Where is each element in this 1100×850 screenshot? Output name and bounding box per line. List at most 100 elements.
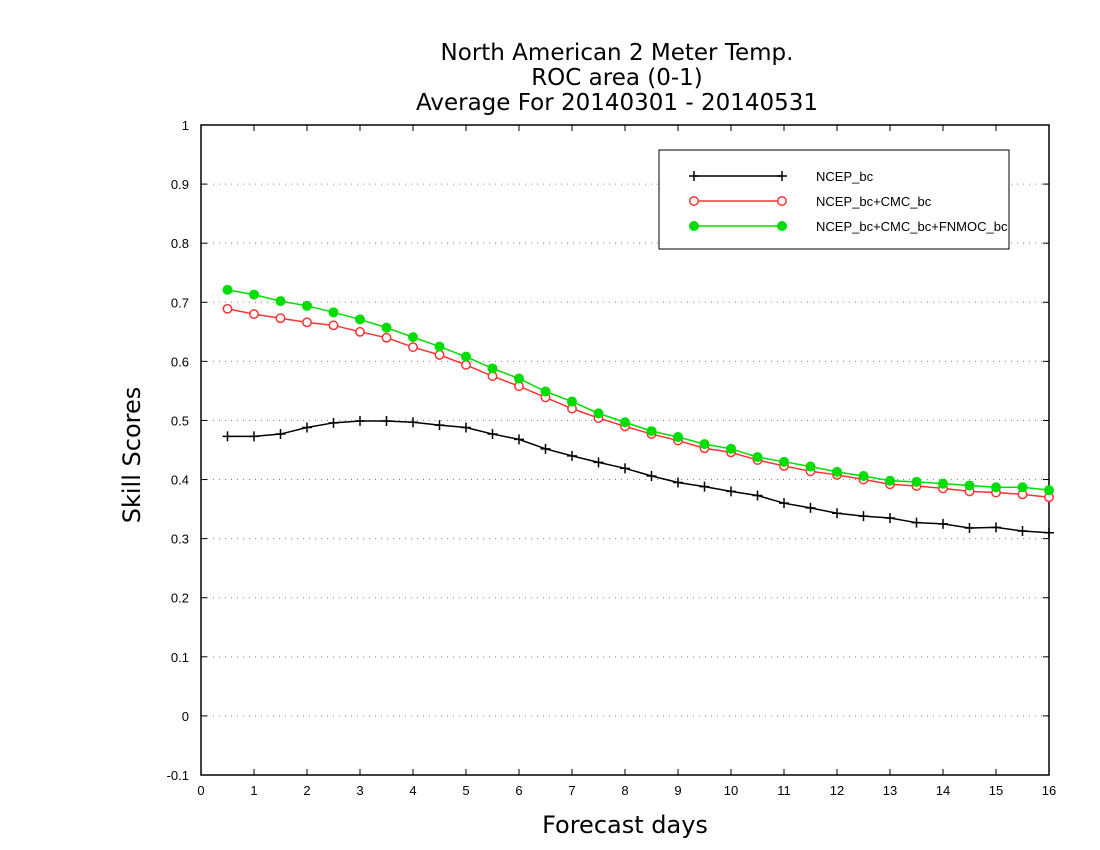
series-line [227,420,1050,534]
data-point [514,434,524,445]
data-point [461,351,471,362]
x-tick-label: 0 [197,783,204,798]
chart-title-line: ROC area (0-1) [531,65,703,91]
data-point [832,508,842,519]
data-point [1017,482,1028,493]
x-tick-label: 9 [674,783,681,798]
y-axis-label: Skill Scores [118,387,146,524]
data-point [805,502,816,513]
data-point [434,341,445,352]
data-point [328,320,339,331]
data-point [408,332,418,343]
data-point [355,326,365,337]
data-point [911,476,922,487]
data-point [858,511,869,522]
data-point [249,309,259,320]
data-point [885,475,895,486]
data-point [540,386,551,397]
data-point [620,417,630,428]
data-point [646,471,657,481]
x-tick-label: 8 [621,783,628,798]
data-point [938,518,948,529]
y-tick-label: 0.4 [171,473,189,488]
y-tick-label: 1 [182,118,189,133]
x-tick-label: 2 [303,783,310,798]
data-point [434,420,445,431]
legend-item: NCEP_bc+CMC_bc [689,194,932,209]
data-point [408,417,418,428]
chart-title: North American 2 Meter Temp.ROC area (0-… [416,40,818,116]
data-point [434,349,445,360]
y-tick-label: 0.3 [171,532,189,547]
x-tick-label: 1 [250,783,257,798]
x-tick-label: 3 [356,783,363,798]
x-tick-label: 14 [936,783,950,798]
x-axis: 0 1 2 3 4 5 6 7 8 9 10 11 12 13 14 15 16 [197,125,1056,798]
x-tick-label: 4 [409,783,416,798]
x-tick-label: 15 [989,783,1003,798]
data-point [487,363,498,374]
legend-marker [689,171,699,181]
legend-marker [777,196,787,206]
data-point [726,486,736,497]
data-point [699,481,710,492]
data-point [222,284,233,295]
data-point [726,443,736,454]
y-tick-label: 0.5 [171,413,189,428]
y-axis: -0.1 0 0.1 0.2 0.3 0.4 0.5 0.6 0.7 0.8 0.9 1 [167,118,1049,783]
data-point [991,482,1001,493]
series-3 [222,284,1054,496]
data-point [540,443,551,454]
series [222,284,1054,538]
data-point [567,450,577,461]
y-tick-label: 0.1 [171,650,189,665]
series-line [227,308,1050,499]
data-point [593,457,604,468]
data-point [408,342,418,353]
data-point [222,303,233,314]
data-point [646,426,657,437]
data-point [355,416,365,427]
data-point [964,480,975,491]
data-point [752,452,763,463]
data-point [752,490,763,501]
data-point [381,416,392,427]
data-point [620,463,630,474]
y-tick-label: 0.6 [171,354,189,369]
data-point [275,296,286,307]
data-point [461,422,471,433]
data-point [249,289,259,300]
legend: NCEP_bc NCEP_bc+CMC_bc NCEP_bc+CMC_bc+FNMO… [658,149,1010,250]
x-axis-label: Forecast days [542,811,708,839]
legend-marker [689,196,699,206]
data-point [673,432,683,442]
legend-marker [689,221,699,231]
legend-label: NCEP_bc+CMC_bc+FNMOC_bc [816,219,1008,234]
data-point [1017,525,1028,536]
data-point [328,417,339,428]
data-point [461,359,471,370]
data-point [355,314,365,325]
chart-title-line: Average For 20140301 - 20140531 [416,90,818,116]
legend-item: NCEP_bc+CMC_bc+FNMOC_bc [689,219,1008,234]
data-point [249,431,259,442]
legend-label: NCEP_bc+CMC_bc [816,194,932,209]
series-1 [222,416,1054,538]
grid [201,183,1049,717]
data-point [593,408,604,419]
legend-marker [777,221,787,231]
data-point [302,317,312,328]
x-tick-label: 12 [830,783,844,798]
x-tick-label: 11 [777,783,791,798]
data-point [699,439,710,450]
data-point [991,522,1001,533]
y-tick-label: 0 [182,709,189,724]
y-tick-label: 0.2 [171,591,189,606]
data-point [514,373,524,384]
data-point [328,307,339,318]
data-point [779,456,789,467]
data-point [1044,485,1054,496]
data-point [275,313,286,324]
x-tick-label: 13 [883,783,897,798]
